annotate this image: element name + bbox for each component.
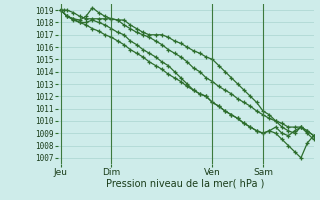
- X-axis label: Pression niveau de la mer( hPa ): Pression niveau de la mer( hPa ): [107, 179, 265, 189]
